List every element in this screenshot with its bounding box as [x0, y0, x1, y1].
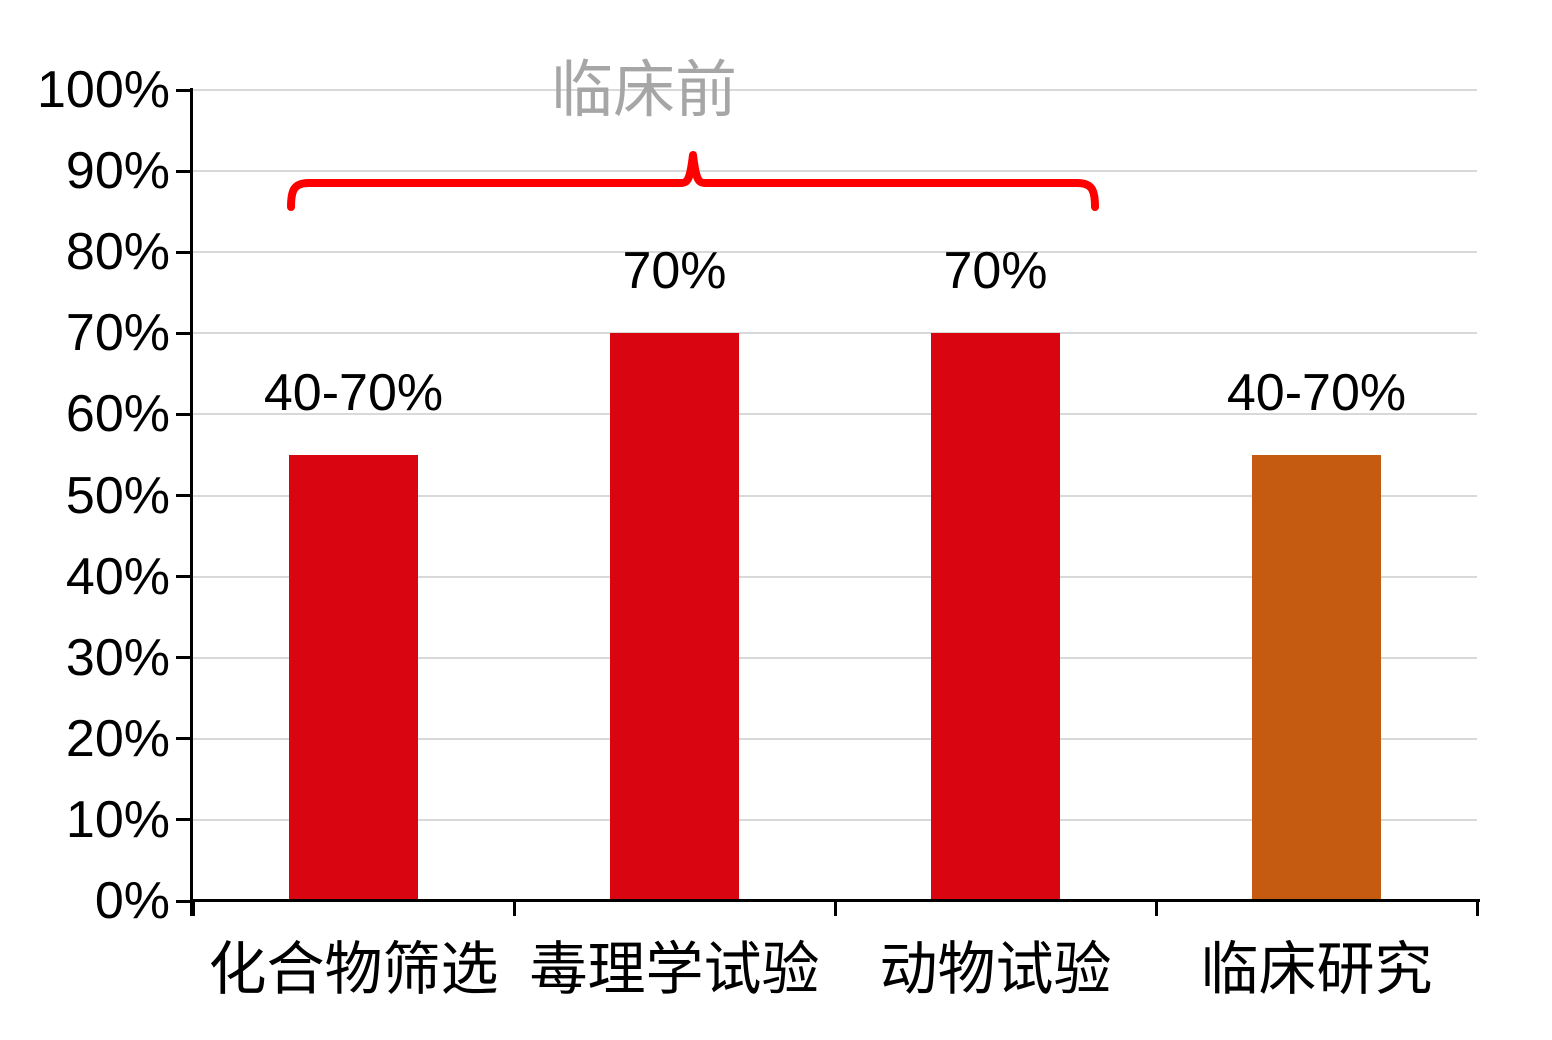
- y-tick: [176, 331, 191, 335]
- x-tick: [1154, 901, 1158, 916]
- annotation-preclinical-label: 临床前: [550, 57, 737, 125]
- data-label-动物试验: 70%: [943, 242, 1048, 301]
- preclinical-brace-icon: [287, 151, 1099, 211]
- gridline-100%: [193, 89, 1477, 91]
- y-tick: [176, 818, 191, 822]
- gridline-20%: [193, 737, 1477, 740]
- data-label-毒理学试验: 70%: [622, 242, 727, 301]
- gridline-30%: [193, 656, 1477, 659]
- y-axis-label: 60%: [65, 385, 170, 444]
- x-tick: [1475, 901, 1479, 916]
- y-axis-label: 0%: [94, 872, 170, 930]
- y-axis-label: 90%: [65, 142, 170, 201]
- x-axis-label-临床研究: 临床研究: [1200, 937, 1433, 1002]
- y-tick: [176, 737, 191, 741]
- x-axis-line: [190, 899, 1480, 902]
- bar-动物试验: [931, 333, 1060, 901]
- y-axis-label: 80%: [65, 223, 170, 282]
- y-tick: [176, 412, 191, 416]
- gridline-50%: [193, 494, 1477, 497]
- gridline-70%: [193, 332, 1477, 335]
- y-axis-label: 40%: [65, 547, 170, 606]
- y-axis-label: 30%: [65, 628, 170, 687]
- gridline-40%: [193, 575, 1477, 578]
- y-tick: [176, 88, 191, 92]
- y-axis-label: 50%: [65, 466, 170, 525]
- x-axis-label-动物试验: 动物试验: [879, 937, 1112, 1002]
- x-axis-label-毒理学试验: 毒理学试验: [529, 937, 820, 1002]
- data-label-临床研究: 40-70%: [1226, 363, 1407, 422]
- y-tick: [176, 575, 191, 579]
- y-tick: [176, 169, 191, 173]
- y-axis-label: 70%: [65, 304, 170, 363]
- y-tick: [176, 250, 191, 254]
- y-axis-label: 20%: [65, 709, 170, 768]
- bar-毒理学试验: [610, 333, 739, 901]
- x-tick: [191, 901, 195, 916]
- x-tick: [512, 901, 516, 916]
- gridline-10%: [193, 818, 1477, 821]
- y-axis-label: 100%: [37, 61, 170, 119]
- y-tick: [176, 494, 191, 497]
- data-label-化合物筛选: 40-70%: [263, 363, 444, 422]
- y-axis-label: 10%: [65, 790, 170, 849]
- y-tick: [176, 656, 191, 660]
- y-tick: [176, 899, 191, 903]
- gridline-80%: [193, 251, 1477, 254]
- x-tick: [833, 901, 837, 916]
- y-axis-line: [190, 88, 193, 916]
- x-axis-label-化合物筛选: 化合物筛选: [208, 937, 499, 1002]
- gridline-60%: [193, 413, 1477, 416]
- bar-化合物筛选: [289, 454, 418, 901]
- gridline-90%: [193, 170, 1477, 173]
- bar-临床研究: [1252, 454, 1381, 901]
